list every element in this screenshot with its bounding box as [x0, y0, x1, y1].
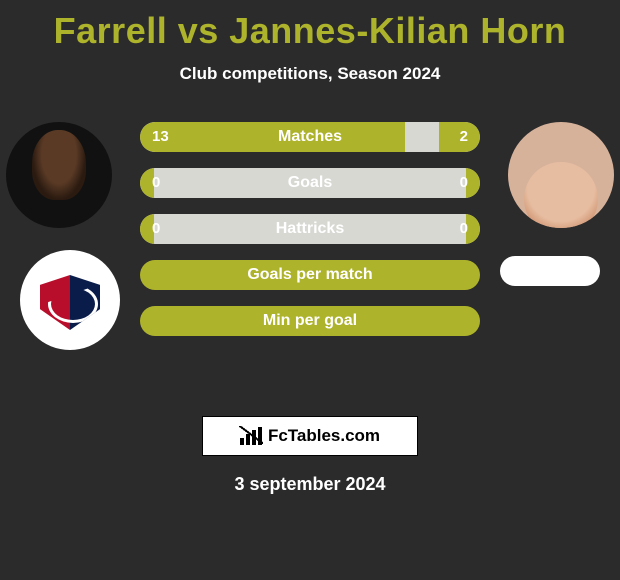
stat-label: Hattricks [140, 214, 480, 244]
comparison-panel: Matches132Goals00Hattricks00Goals per ma… [0, 122, 620, 402]
bar-chart-icon [240, 427, 262, 445]
stat-bars: Matches132Goals00Hattricks00Goals per ma… [140, 122, 480, 352]
brand-text: FcTables.com [268, 426, 380, 446]
club-left-logo [20, 250, 120, 350]
club-right-logo [500, 256, 600, 286]
player-right-avatar [508, 122, 614, 228]
stat-value-left: 0 [140, 214, 172, 244]
brand-badge: FcTables.com [202, 416, 418, 456]
subtitle: Club competitions, Season 2024 [0, 64, 620, 84]
stat-row: Goals per match [140, 260, 480, 290]
stat-label: Matches [140, 122, 480, 152]
stat-row: Min per goal [140, 306, 480, 336]
date-label: 3 september 2024 [0, 474, 620, 495]
stat-value-left: 13 [140, 122, 181, 152]
stat-row: Hattricks0 0 [140, 214, 480, 244]
stat-value-right: 0 [448, 214, 480, 244]
stat-value-right: 0 [448, 168, 480, 198]
stat-label: Goals [140, 168, 480, 198]
stat-label: Min per goal [140, 306, 480, 336]
stat-label: Goals per match [140, 260, 480, 290]
stat-value-left: 0 [140, 168, 172, 198]
stat-row: Goals0 0 [140, 168, 480, 198]
player-left-avatar [6, 122, 112, 228]
stat-value-right: 2 [448, 122, 480, 152]
page-title: Farrell vs Jannes-Kilian Horn [0, 0, 620, 52]
stat-row: Matches13 2 [140, 122, 480, 152]
